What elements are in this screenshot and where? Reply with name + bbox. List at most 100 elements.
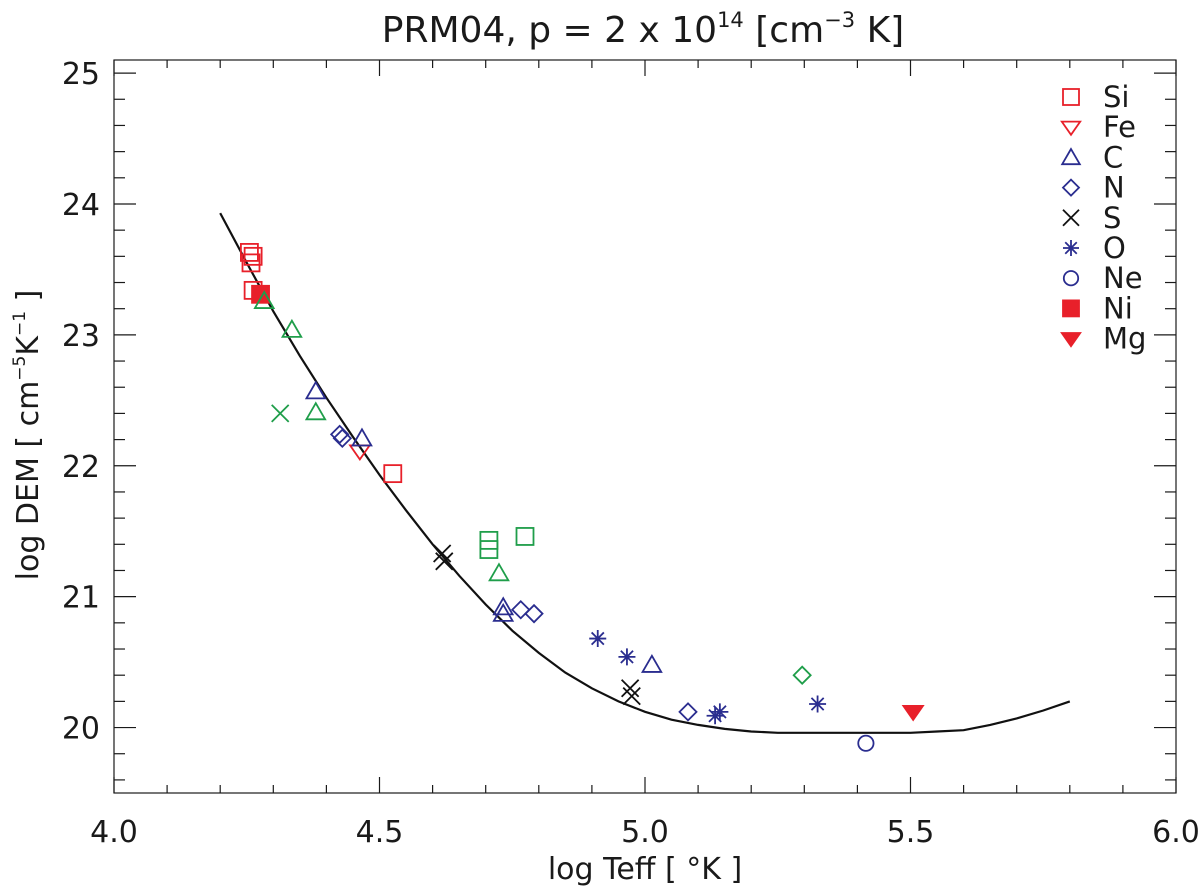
triangle-up-marker	[304, 380, 327, 400]
x-tick-label: 5.0	[621, 815, 669, 850]
asterisk-marker	[809, 695, 827, 713]
axis-ticks	[113, 60, 1177, 793]
data-point-n	[678, 702, 698, 722]
data-point-si	[243, 246, 263, 266]
triangle-up-marker	[640, 654, 663, 673]
y-tick-label: 22	[62, 450, 100, 485]
chart-title-unit-exponent: −3	[824, 8, 855, 32]
data-point-ne	[857, 734, 875, 752]
legend-label: O	[1103, 231, 1126, 265]
legend-item-n: N	[1061, 171, 1125, 205]
chart-title: PRM04, p = 2 x 1014 [cm−3 K]	[382, 8, 904, 51]
legend-item-o: O	[1063, 231, 1126, 265]
triangle-down-marker	[1060, 332, 1082, 348]
triangle-up-marker	[492, 602, 515, 622]
x-axis-label: log Teff [ °K ]	[548, 852, 742, 887]
legend-label: Ni	[1103, 291, 1133, 325]
data-point-o	[809, 695, 827, 713]
circle-marker	[857, 734, 875, 752]
x-tick-label: 6.0	[1152, 815, 1200, 850]
legend-label: Si	[1103, 80, 1129, 114]
legend-item-ne: Ne	[1062, 261, 1143, 295]
triangle-up-marker	[351, 427, 373, 447]
data-point-c	[488, 562, 510, 582]
diamond-marker	[329, 424, 350, 445]
asterisk-marker	[1063, 240, 1079, 256]
x-marker	[433, 544, 452, 563]
data-point-o	[706, 707, 724, 725]
data-point-s	[620, 679, 640, 698]
triangle-up-marker	[253, 290, 276, 309]
legend-label: C	[1103, 140, 1123, 174]
square-marker	[515, 527, 535, 546]
x-marker	[1062, 209, 1080, 227]
y-axis-label-mid: K	[11, 335, 46, 356]
asterisk-marker	[589, 630, 607, 648]
x-marker	[622, 687, 641, 706]
data-point-n	[329, 424, 350, 445]
square-marker	[243, 246, 263, 266]
diamond-marker	[332, 428, 353, 449]
data-point-si	[515, 527, 535, 546]
data-point-mg	[901, 704, 925, 722]
square-marker	[241, 253, 261, 273]
legend-label: S	[1103, 201, 1121, 235]
data-point-si	[240, 243, 259, 262]
data-point-n	[332, 428, 353, 449]
square-marker	[240, 243, 259, 262]
legend-item-s: S	[1062, 201, 1121, 235]
asterisk-marker	[706, 707, 724, 725]
x-tick-label: 4.5	[356, 815, 404, 850]
legend-item-si: Si	[1062, 80, 1129, 114]
x-tick-label: 4.0	[90, 815, 138, 850]
x-tick-label: 5.5	[887, 815, 935, 850]
data-point-o	[589, 630, 607, 648]
x-marker	[271, 404, 290, 423]
legend-label: N	[1103, 171, 1125, 205]
triangle-up-marker	[280, 318, 303, 338]
data-point-c	[492, 602, 515, 622]
data-point-c	[351, 427, 373, 447]
diamond-marker	[510, 599, 531, 620]
diamond-marker	[524, 603, 544, 624]
y-axis-label-main: log DEM [ cm	[11, 381, 46, 581]
x-marker	[435, 552, 454, 571]
data-point-c	[304, 401, 327, 421]
fit-curve	[219, 212, 1071, 734]
data-point-c	[280, 318, 303, 338]
square-marker	[251, 284, 270, 304]
diamond-marker	[792, 665, 812, 685]
x-tick-labels: 4.0 4.5 5.0 5.5 6.0	[90, 815, 1200, 850]
y-axis-label: log DEM [ cm−5K−1 ]	[10, 290, 46, 581]
y-tick-label: 20	[62, 712, 100, 747]
data-point-si	[241, 253, 261, 273]
data-point-s	[622, 687, 641, 706]
triangle-up-marker	[1060, 147, 1082, 166]
circle-marker	[1062, 270, 1080, 287]
y-tick-label: 23	[62, 319, 100, 354]
plot-frame	[113, 59, 1177, 794]
data-point-n	[524, 603, 544, 624]
y-axis-label-end: ]	[11, 290, 46, 311]
data-point-c	[492, 596, 515, 616]
triangle-up-marker	[492, 596, 515, 616]
data-point-c	[640, 654, 663, 673]
data-point-s	[433, 544, 452, 563]
y-tick-labels: 20 21 22 23 24 25	[62, 57, 100, 746]
square-marker	[479, 540, 499, 559]
data-point-c	[253, 290, 276, 309]
y-tick-label: 25	[62, 57, 100, 92]
asterisk-marker	[618, 648, 636, 666]
data-point-n	[510, 599, 531, 620]
y-axis-label-exp2: −1	[10, 311, 30, 336]
chart-title-exponent: 14	[717, 8, 744, 32]
legend-item-mg: Mg	[1060, 322, 1146, 356]
legend-item-c: C	[1060, 140, 1123, 174]
data-point-s	[435, 552, 454, 571]
triangle-up-marker	[304, 401, 327, 421]
triangle-up-marker	[488, 562, 510, 582]
square-marker	[1062, 88, 1080, 106]
data-point-n	[792, 665, 812, 685]
x-marker	[620, 679, 640, 698]
chart-title-main: PRM04, p = 2 x 10	[382, 10, 717, 51]
